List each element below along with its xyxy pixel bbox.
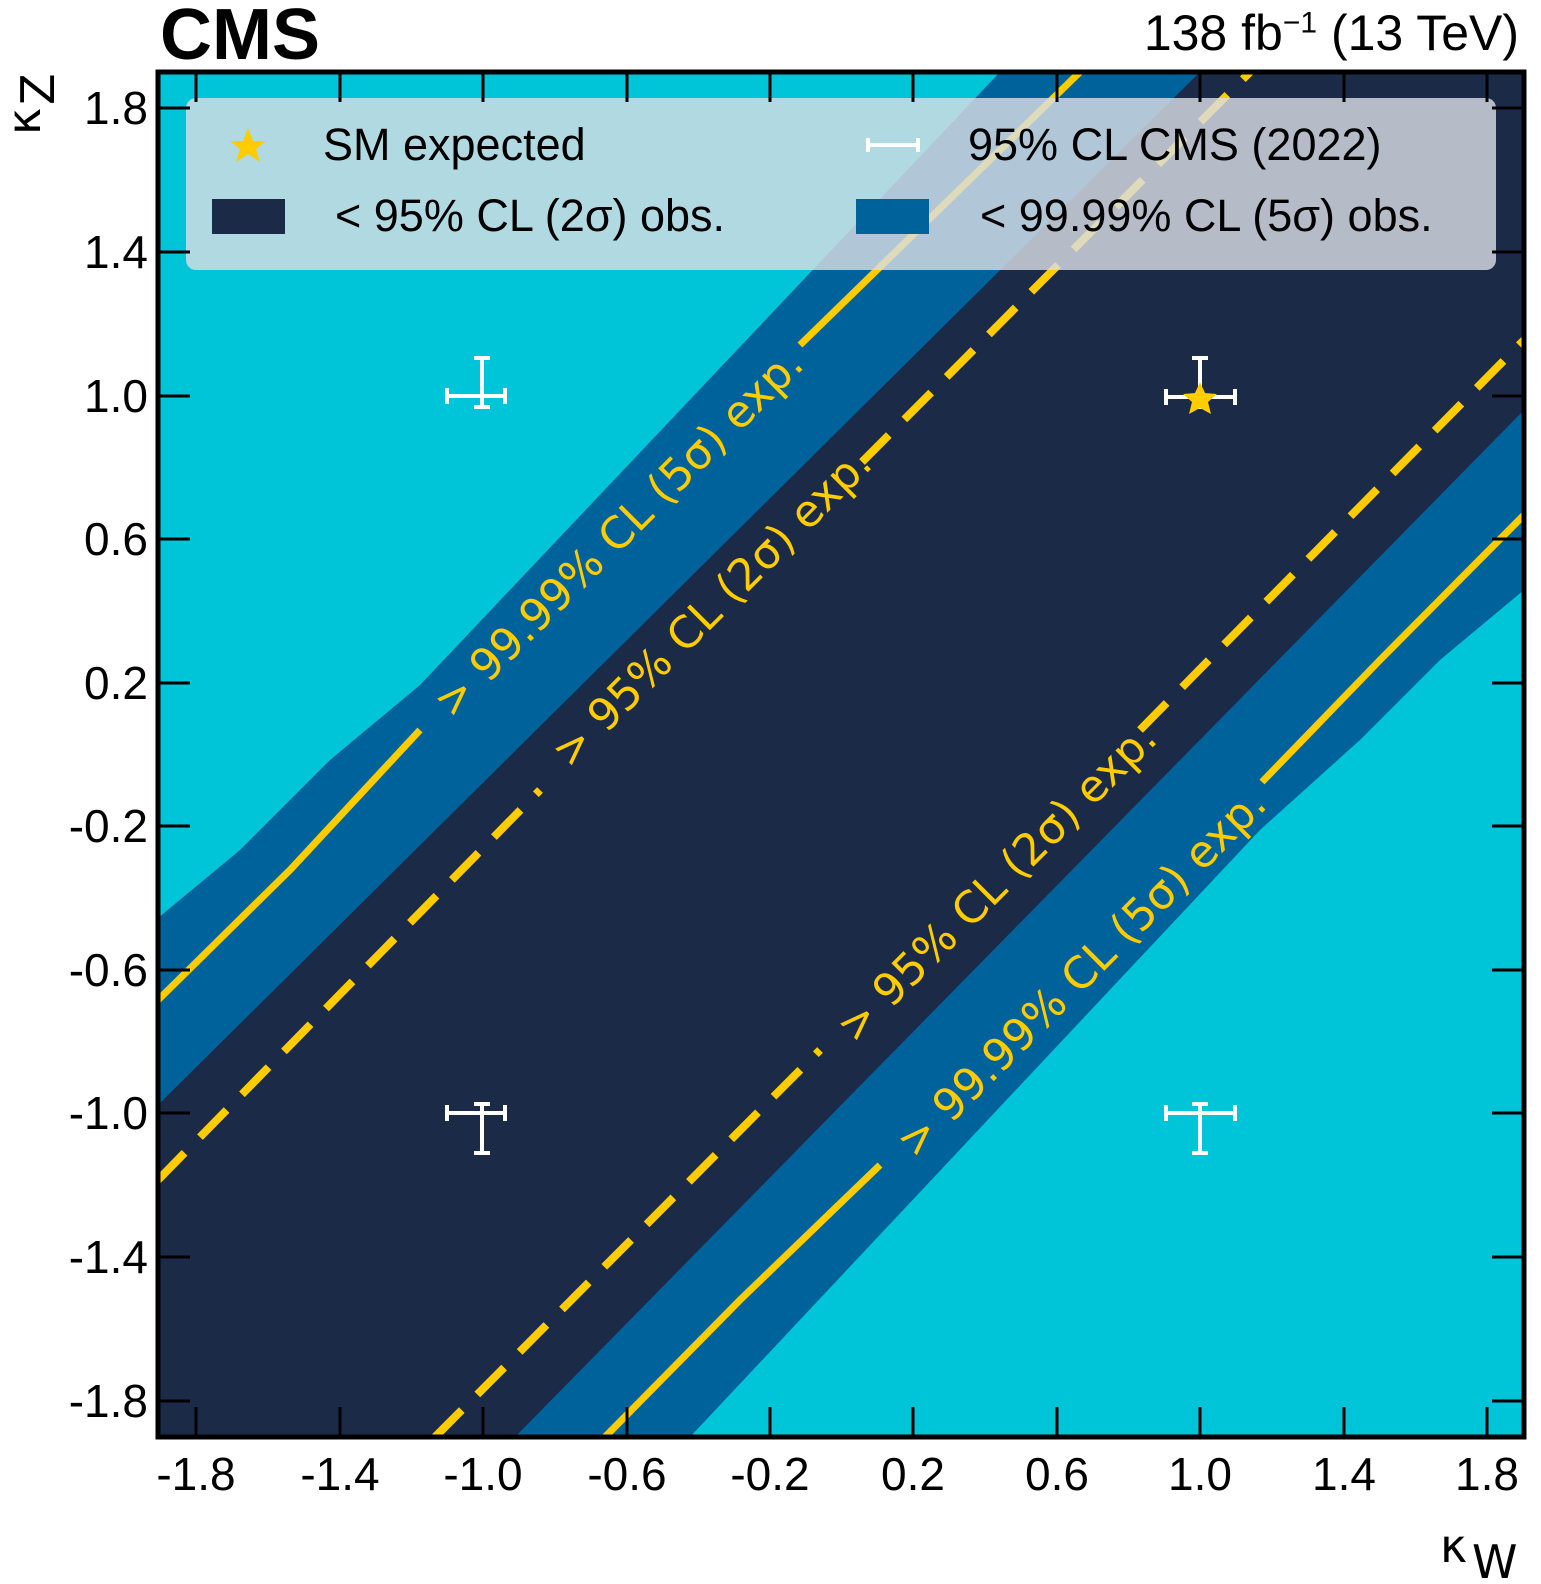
errorbar-marker (445, 356, 507, 409)
svg-text:-0.6: -0.6 (69, 944, 148, 996)
legend-label-cms2022: 95% CL CMS (2022) (968, 119, 1382, 170)
svg-text:-1.4: -1.4 (300, 1448, 379, 1500)
svg-text:1.0: 1.0 (84, 370, 148, 422)
svg-text:-0.2: -0.2 (730, 1448, 809, 1500)
svg-text:0.2: 0.2 (881, 1448, 945, 1500)
exp-2sigma-lower-line (432, 1047, 823, 1437)
errorbar-marker (445, 1102, 507, 1155)
svg-text:-0.6: -0.6 (587, 1448, 666, 1500)
x-ticks (194, 72, 1489, 1437)
svg-text:1.4: 1.4 (84, 226, 148, 278)
svg-text:κ: κ (0, 108, 51, 135)
svg-text:1.4: 1.4 (1312, 1448, 1376, 1500)
svg-text:-0.2: -0.2 (69, 800, 148, 852)
exp-2sigma-upper-line (158, 787, 543, 1183)
svg-text:1.0: 1.0 (1168, 1448, 1232, 1500)
experiment-label: CMS (160, 0, 320, 75)
errorbar-marker (1164, 1102, 1237, 1155)
exp-5sigma-upper-line (158, 727, 423, 1003)
legend-errorbar-icon (866, 138, 920, 152)
legend: SM expected 95% CL CMS (2022) < 95% CL (… (186, 98, 1496, 270)
sm-star-icon (1183, 382, 1217, 414)
band-2sigma (158, 72, 1524, 1437)
plot-area: > 99.99% CL (5σ) exp. > 95% CL (2σ) exp.… (158, 72, 1524, 1437)
exp-5sigma-lower-line-b (1259, 512, 1524, 785)
svg-text:W: W (1472, 1535, 1517, 1584)
legend-5sigma-patch (856, 199, 929, 234)
exp-5sigma-lower-line (602, 1162, 883, 1437)
legend-star-icon (230, 128, 266, 162)
y-axis-title: κ Z (0, 73, 65, 135)
luminosity-label: 138 fb−1 (13 TeV) (1144, 4, 1519, 62)
svg-text:-1.8: -1.8 (156, 1448, 235, 1500)
svg-text:1.8: 1.8 (84, 82, 148, 134)
y-ticks (158, 106, 1524, 1403)
svg-text:-1.8: -1.8 (69, 1375, 148, 1427)
x-axis-title: κ W (1440, 1519, 1517, 1584)
svg-text:κ: κ (1440, 1519, 1467, 1573)
lumi-exponent: −1 (1282, 6, 1318, 40)
energy-label: (13 TeV) (1317, 5, 1519, 61)
svg-text:Z: Z (11, 73, 65, 105)
svg-text:1.8: 1.8 (1455, 1448, 1519, 1500)
svg-text:0.6: 0.6 (1025, 1448, 1089, 1500)
legend-2sigma-patch (212, 199, 285, 234)
svg-text:0.2: 0.2 (84, 657, 148, 709)
svg-text:-1.0: -1.0 (443, 1448, 522, 1500)
lumi-value: 138 fb (1143, 5, 1283, 61)
y-tick-labels: 1.8 1.4 1.0 0.6 0.2 -0.2 -0.6 -1.0 -1.4 … (69, 82, 148, 1427)
legend-label-2sigma: < 95% CL (2σ) obs. (335, 190, 725, 241)
legend-label-sm: SM expected (323, 119, 586, 170)
legend-label-5sigma: < 99.99% CL (5σ) obs. (980, 190, 1433, 241)
exp-2sigma-lower-line-b (1137, 337, 1524, 733)
svg-text:-1.0: -1.0 (69, 1087, 148, 1139)
svg-text:0.6: 0.6 (84, 513, 148, 565)
x-tick-labels: -1.8 -1.4 -1.0 -0.6 -0.2 0.2 0.6 1.0 1.4… (156, 1448, 1519, 1500)
svg-text:-1.4: -1.4 (69, 1231, 148, 1283)
plot-frame (155, 69, 1527, 1440)
